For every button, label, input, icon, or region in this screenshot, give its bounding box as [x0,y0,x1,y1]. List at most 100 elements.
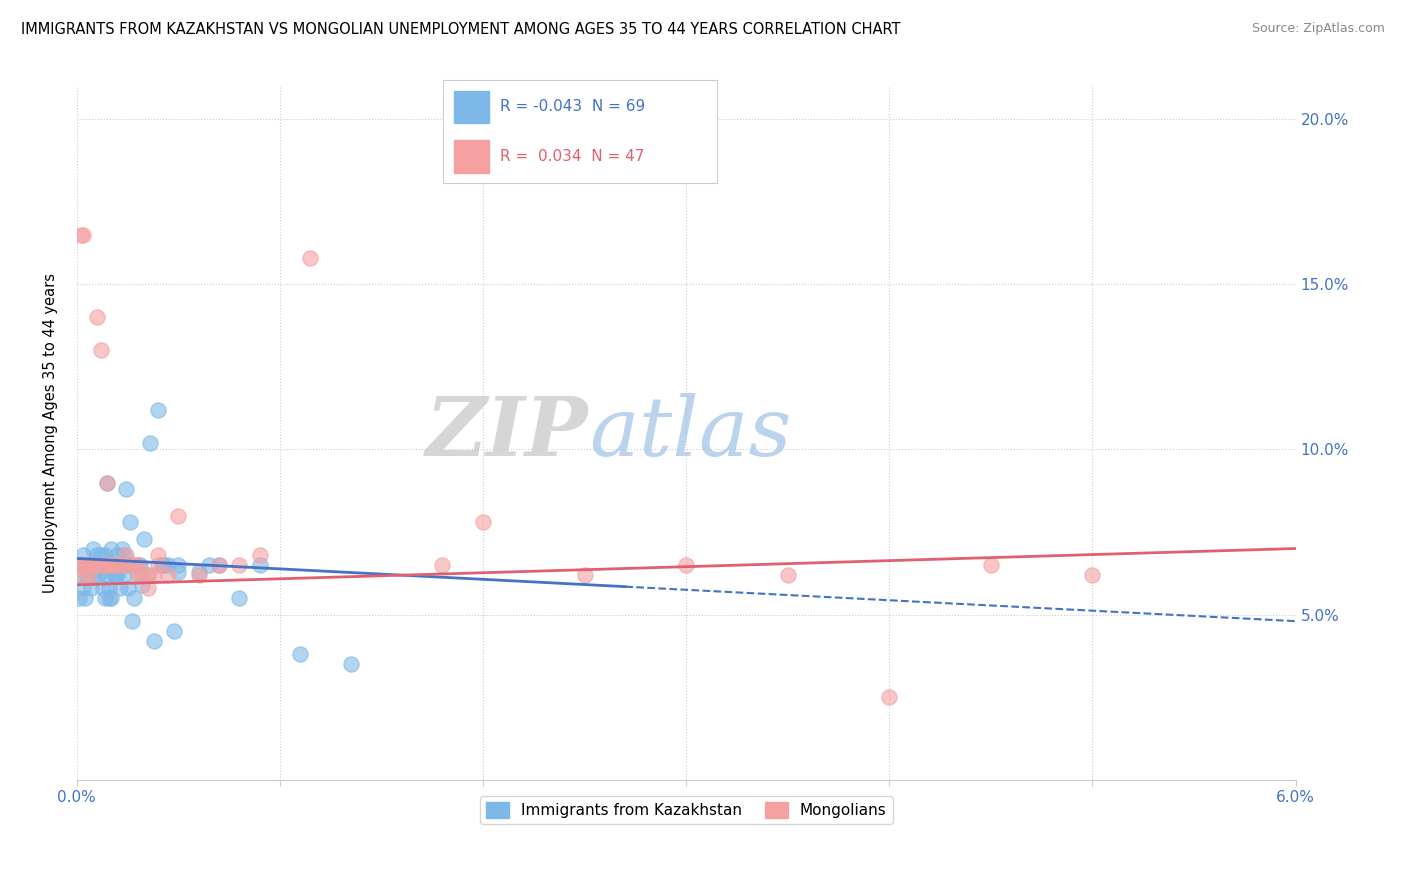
Point [73,591,96,605]
Point [776,568,799,582]
Point [131,568,153,582]
Point [472,515,495,529]
Point [91,581,114,595]
Point [80,581,103,595]
Point [72,558,94,572]
Point [187,565,209,579]
Point [122,558,145,572]
Point [128,558,150,572]
Legend: Immigrants from Kazakhstan, Mongolians: Immigrants from Kazakhstan, Mongolians [479,796,893,824]
Point [249,558,271,572]
Point [84,558,107,572]
Point [163,624,186,638]
Point [76,558,98,572]
Point [114,548,136,562]
Point [127,558,149,572]
Point [153,558,176,572]
Point [73,568,96,582]
Point [103,558,125,572]
Point [67,591,90,605]
Point [157,568,180,582]
Point [82,541,104,556]
Point [96,475,118,490]
Point [76,568,98,582]
Point [110,558,132,572]
Point [108,558,131,572]
Point [131,578,153,592]
Point [121,614,143,628]
Point [1081,568,1104,582]
Point [208,558,231,572]
Point [104,568,127,582]
Point [72,548,94,562]
Point [110,558,132,572]
Point [228,558,250,572]
Text: R = -0.043  N = 69: R = -0.043 N = 69 [501,99,645,114]
Point [290,647,312,661]
Point [84,558,107,572]
Point [94,591,117,605]
Point [67,558,90,572]
Point [77,568,100,582]
Point [98,558,121,572]
Point [675,558,697,572]
Text: Source: ZipAtlas.com: Source: ZipAtlas.com [1251,22,1385,36]
Point [157,558,180,572]
Y-axis label: Unemployment Among Ages 35 to 44 years: Unemployment Among Ages 35 to 44 years [44,273,58,593]
Point [76,558,98,572]
Point [100,541,122,556]
Point [67,568,90,582]
Point [91,558,114,572]
Point [98,591,121,605]
Point [139,436,162,450]
Point [127,568,149,582]
Text: IMMIGRANTS FROM KAZAKHSTAN VS MONGOLIAN UNEMPLOYMENT AMONG AGES 35 TO 44 YEARS C: IMMIGRANTS FROM KAZAKHSTAN VS MONGOLIAN … [21,22,901,37]
Point [107,548,129,562]
Point [146,558,169,572]
Point [249,548,271,562]
Point [121,558,143,572]
Point [167,565,190,579]
Point [117,581,139,595]
Point [91,558,114,572]
Point [90,565,112,579]
Point [114,482,136,496]
Point [90,343,112,358]
Point [86,548,108,562]
Point [77,558,100,572]
Text: atlas: atlas [589,393,792,473]
Point [136,581,159,595]
Point [187,568,209,582]
Point [82,568,104,582]
Point [299,251,322,265]
Point [86,310,108,325]
Point [70,558,93,572]
Point [98,581,121,595]
Point [117,558,139,572]
Point [228,591,250,605]
Point [879,690,901,704]
Point [70,227,93,242]
Point [108,581,131,595]
Point [110,541,132,556]
Point [100,591,122,605]
Point [143,634,166,648]
Point [89,558,111,572]
Point [198,558,221,572]
Point [104,568,127,582]
Point [72,227,94,242]
Point [103,558,125,572]
Point [112,568,135,582]
Point [86,568,108,582]
Point [94,558,117,572]
Point [143,568,166,582]
Point [136,568,159,582]
Point [574,568,596,582]
Point [127,558,149,572]
Point [132,532,155,546]
Point [94,548,117,562]
Point [340,657,363,671]
Point [90,548,112,562]
Point [167,558,190,572]
Point [150,558,173,572]
